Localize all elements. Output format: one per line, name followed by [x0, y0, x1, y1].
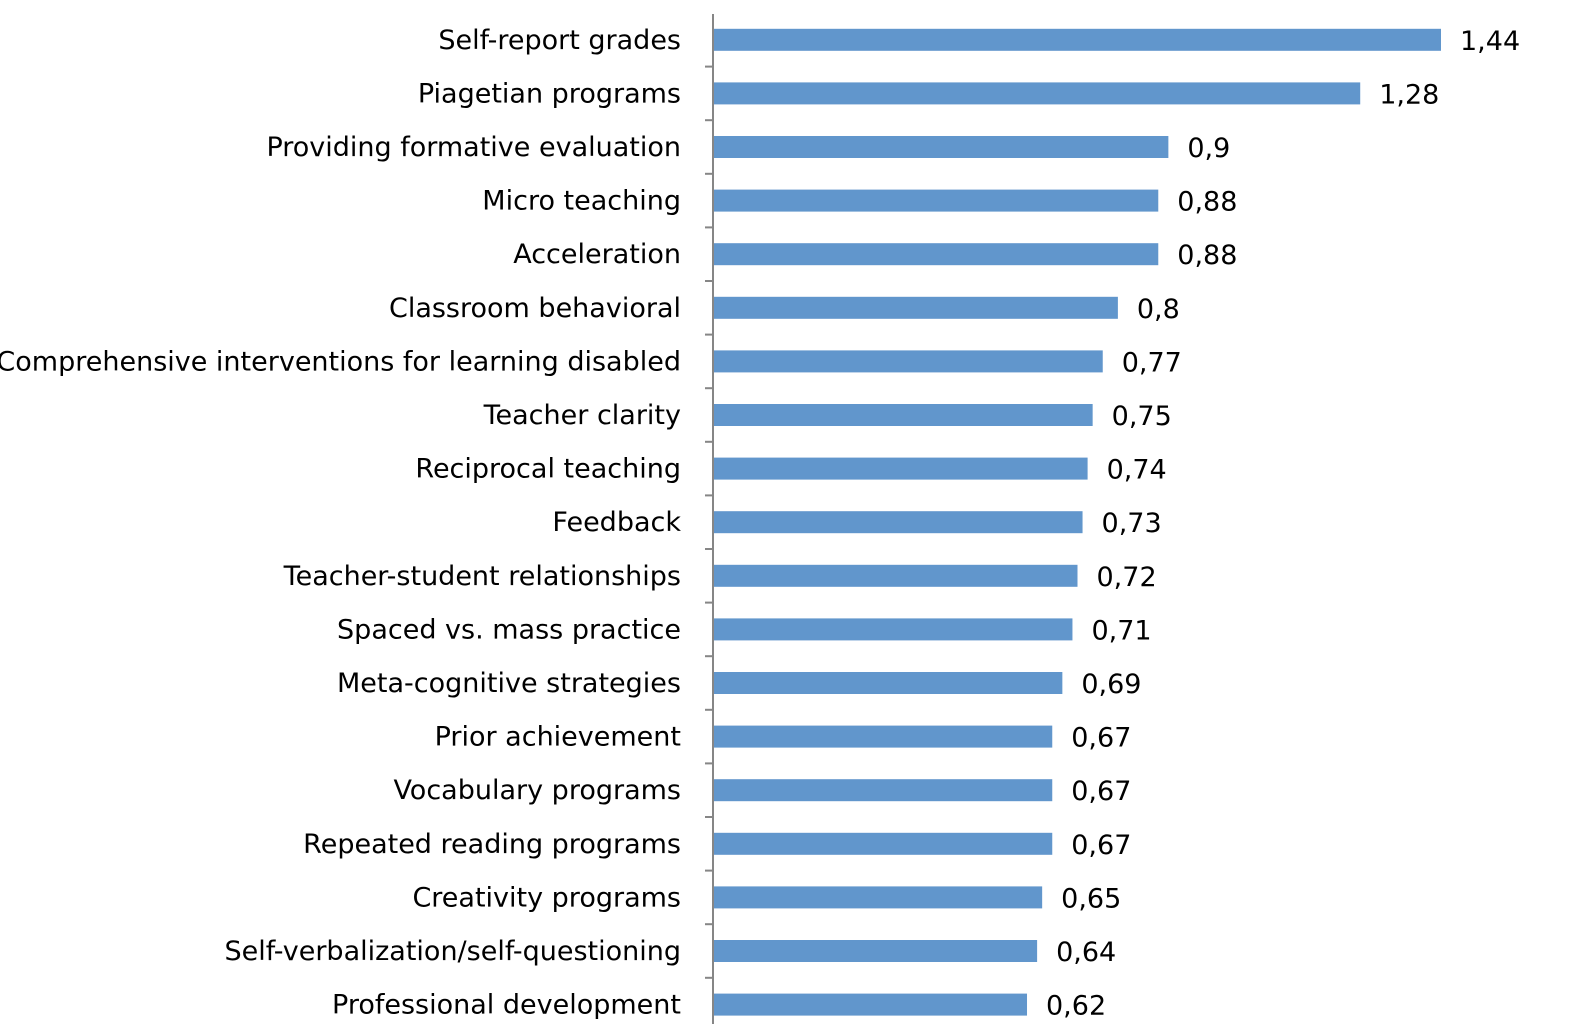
category-label-2: Providing formative evaluation — [266, 132, 681, 163]
value-label-9: 0,73 — [1102, 508, 1162, 539]
bar-12 — [714, 672, 1063, 694]
value-label-1: 1,28 — [1379, 79, 1439, 110]
bar-8 — [714, 457, 1088, 480]
value-label-16: 0,65 — [1061, 883, 1121, 914]
bar-17 — [714, 940, 1038, 962]
category-label-7: Teacher clarity — [483, 400, 681, 431]
value-labels: 1,44 1,28 0,9 0,88 0,88 0,8 0,77 0,75 0,74 0,73 0,… — [1046, 26, 1520, 1022]
value-label-8: 0,74 — [1107, 455, 1167, 486]
bar-11 — [714, 618, 1073, 641]
bar-6 — [714, 350, 1103, 373]
category-label-4: Acceleration — [513, 239, 681, 270]
bar-0 — [714, 28, 1441, 51]
bars-layer — [714, 28, 1441, 1016]
bar-14 — [714, 779, 1053, 802]
category-label-8: Reciprocal teaching — [415, 454, 681, 485]
bar-1 — [714, 82, 1361, 105]
value-label-17: 0,64 — [1056, 937, 1116, 968]
value-label-7: 0,75 — [1112, 401, 1172, 432]
category-label-17: Self-verbalization/self-questioning — [224, 936, 681, 967]
value-label-13: 0,67 — [1071, 723, 1131, 754]
value-label-12: 0,69 — [1081, 669, 1141, 700]
value-label-3: 0,88 — [1177, 187, 1237, 218]
value-label-18: 0,62 — [1046, 991, 1106, 1022]
value-label-14: 0,67 — [1071, 776, 1131, 807]
y-axis — [705, 14, 714, 1024]
category-label-14: Vocabulary programs — [393, 775, 681, 806]
category-label-3: Micro teaching — [482, 186, 681, 217]
category-label-10: Teacher-student relationships — [283, 561, 681, 592]
bar-13 — [714, 725, 1053, 748]
value-label-6: 0,77 — [1122, 347, 1182, 378]
bar-2 — [714, 136, 1169, 158]
category-label-9: Feedback — [552, 507, 681, 538]
bar-15 — [714, 832, 1053, 855]
value-label-10: 0,72 — [1097, 562, 1157, 593]
category-label-12: Meta-cognitive strategies — [337, 668, 681, 699]
bar-3 — [714, 189, 1159, 212]
bar-7 — [714, 404, 1093, 426]
bar-9 — [714, 511, 1083, 534]
bar-5 — [714, 296, 1118, 319]
bar-18 — [714, 993, 1028, 1016]
value-label-15: 0,67 — [1071, 830, 1131, 861]
value-label-11: 0,71 — [1091, 615, 1151, 646]
category-labels: Self-report grades Piagetian programs Prov… — [0, 25, 681, 1021]
value-label-2: 0,9 — [1187, 133, 1230, 164]
value-label-0: 1,44 — [1460, 26, 1520, 57]
bar-10 — [714, 564, 1078, 587]
category-label-16: Creativity programs — [412, 882, 681, 913]
value-label-5: 0,8 — [1137, 294, 1180, 325]
bar-16 — [714, 886, 1043, 909]
bar-4 — [714, 243, 1159, 266]
category-label-6: Comprehensive interventions for learning… — [0, 346, 681, 377]
value-label-4: 0,88 — [1177, 240, 1237, 271]
category-label-18: Professional development — [332, 990, 681, 1021]
category-label-11: Spaced vs. mass practice — [337, 614, 681, 645]
category-label-15: Repeated reading programs — [303, 829, 681, 860]
category-label-0: Self-report grades — [438, 25, 681, 56]
category-label-13: Prior achievement — [435, 722, 681, 753]
category-label-1: Piagetian programs — [418, 78, 681, 109]
category-label-5: Classroom behavioral — [389, 293, 681, 324]
